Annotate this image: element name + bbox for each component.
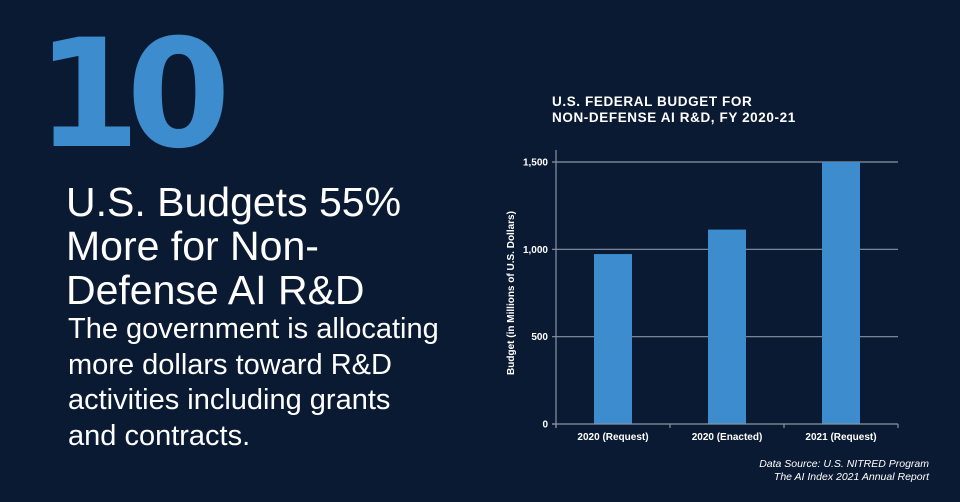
bar-layer xyxy=(594,162,860,424)
description-line: and contracts. xyxy=(68,419,251,452)
chart-title: U.S. FEDERAL BUDGET FOR NON-DEFENSE AI R… xyxy=(552,94,796,126)
description-line: The government is allocating xyxy=(68,313,439,345)
y-tick-label: 1,500 xyxy=(523,158,548,169)
chart-title-line: U.S. FEDERAL BUDGET FOR xyxy=(552,94,753,109)
bar xyxy=(594,254,632,424)
source-line: Data Source: U.S. NITRED Program xyxy=(759,458,929,470)
grid-layer xyxy=(552,161,898,425)
chart-title-line: NON-DEFENSE AI R&D, FY 2020-21 xyxy=(552,110,796,125)
bar xyxy=(822,162,860,424)
bar xyxy=(708,229,746,424)
headline: U.S. Budgets 55% More for Non- Defense A… xyxy=(66,180,486,312)
x-tick-label: 2020 (Enacted) xyxy=(692,432,763,443)
y-tick-label: 0 xyxy=(542,420,548,431)
headline-line: U.S. Budgets 55% xyxy=(66,179,402,225)
y-axis-label: Budget (in Millions of U.S. Dollars) xyxy=(506,211,517,375)
source-line: The AI Index 2021 Annual Report xyxy=(773,471,929,483)
headline-line: More for Non- xyxy=(66,223,319,269)
description-line: activities including grants xyxy=(68,384,391,416)
data-source: Data Source: U.S. NITRED Program The AI … xyxy=(759,458,929,484)
axis-layer: 0 500 1,000 1,500 2020 (Request) 2020 (Enacte… xyxy=(523,150,899,443)
x-tick-label: 2021 (Request) xyxy=(805,432,876,443)
y-tick-label: 1,000 xyxy=(523,245,548,256)
y-tick-label: 500 xyxy=(531,332,548,343)
description: The government is allocating more dollar… xyxy=(68,312,468,454)
x-tick-label: 2020 (Request) xyxy=(577,432,648,443)
headline-line: Defense AI R&D xyxy=(66,267,365,313)
rank-number: 10 xyxy=(36,8,231,182)
description-line: more dollars toward R&D xyxy=(68,348,392,381)
